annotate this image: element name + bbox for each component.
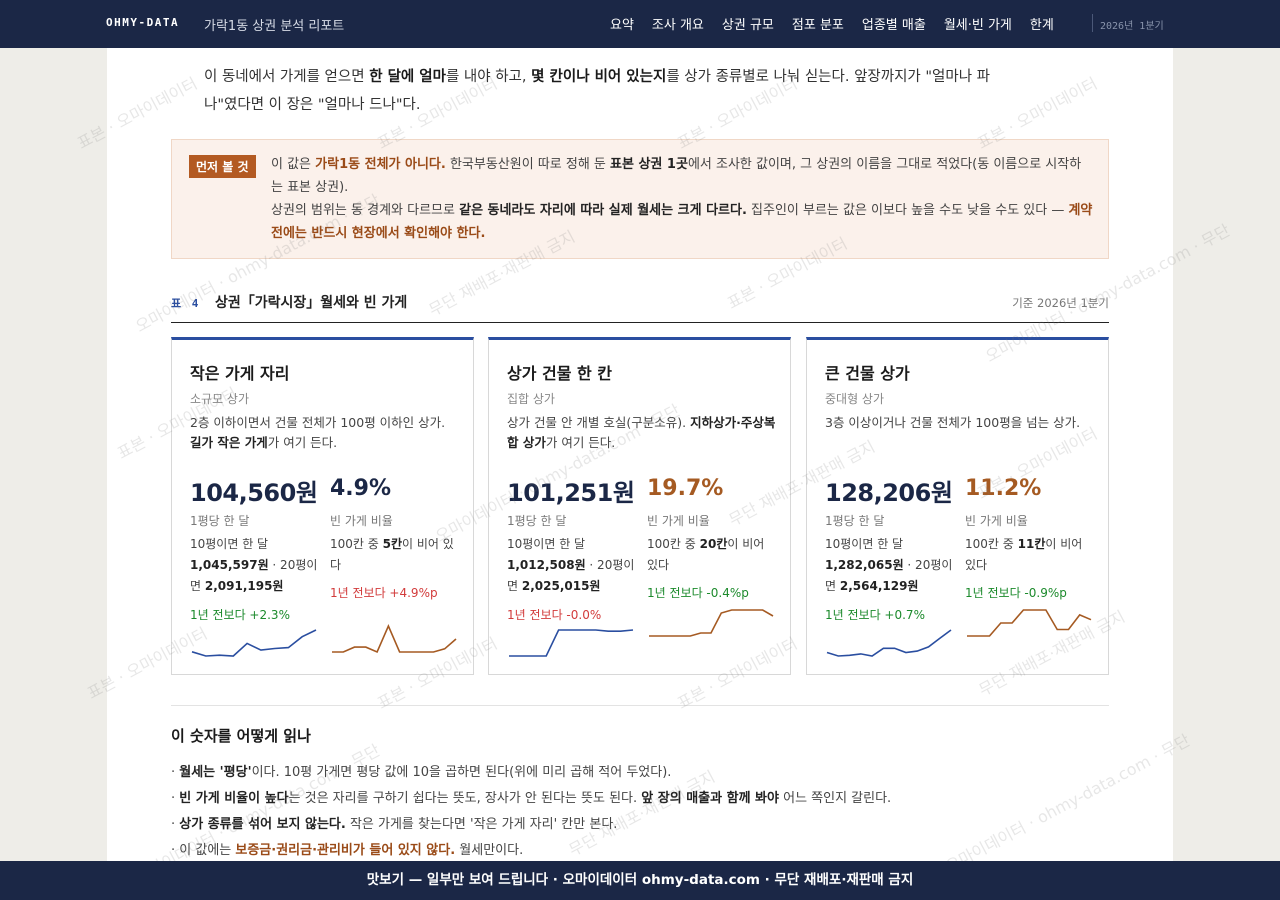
howto-item: · 이 값에는 보증금·권리금·관리비가 들어 있지 않다. 월세만이다.	[171, 843, 524, 858]
vacancy-detail: 100칸 중 11칸이 비어 있다	[965, 537, 1083, 572]
card-title: 큰 건물 상가	[825, 364, 910, 383]
nav-period: 2026년 1분기	[1100, 21, 1164, 32]
vacancy-rate: 4.9%	[330, 476, 392, 501]
card-small-store: 작은 가게 자리 소규모 상가 2층 이하이면서 건물 전체가 100평 이하인…	[171, 337, 474, 675]
howto-item: · 상가 종류를 섞어 보지 않는다. 작은 가게를 찾는다면 '작은 가게 자…	[171, 817, 618, 832]
rent-per-pyeong: 128,206원	[825, 479, 953, 507]
rent-per-pyeong: 101,251원	[507, 479, 635, 507]
card-subtitle: 소규모 상가	[190, 392, 250, 406]
nav-store-distribution[interactable]: 점포 분포	[791, 18, 844, 33]
card-large-store: 큰 건물 상가 중대형 상가 3층 이상이거나 건물 전체가 100평을 넘는 …	[806, 337, 1109, 675]
vacancy-sparkline	[649, 609, 774, 637]
vacancy-rate: 11.2%	[965, 476, 1042, 501]
rent-detail: 10평이면 한 달 1,045,597원 · 20평이면 2,091,195원	[190, 537, 318, 593]
nav-market-size[interactable]: 상권 규모	[721, 18, 774, 33]
vacancy-detail: 100칸 중 20칸이 비어 있다	[647, 537, 765, 572]
report-title: 가락1동 상권 분석 리포트	[204, 19, 345, 34]
notice-text: 이 값은 가락1동 전체가 아니다. 한국부동산원이 따로 정해 둔 표본 상권…	[271, 157, 1093, 241]
vacancy-change: 1년 전보다 -0.4%p	[647, 586, 749, 600]
card-description: 3층 이상이거나 건물 전체가 100평을 넘는 상가.	[825, 415, 1081, 430]
brand-logo[interactable]: OHMY-DATA	[106, 16, 180, 29]
vacancy-trend-line	[332, 623, 457, 654]
nav-limitations[interactable]: 한계	[1029, 18, 1054, 33]
table-basis: 기준 2026년 1분기	[1012, 296, 1109, 310]
rent-trend-line	[191, 629, 317, 657]
table-number: 표 4	[171, 297, 201, 310]
card-collective-store: 상가 건물 한 칸 집합 상가 상가 건물 안 개별 호실(구분소유). 지하상…	[488, 337, 791, 675]
vacancy-label: 빈 가게 비율	[330, 514, 393, 528]
intro-paragraph: 이 동네에서 가게를 얻으면 한 달에 얼마를 내야 하고, 몇 칸이나 비어 …	[204, 69, 991, 113]
card-description: 상가 건물 안 개별 호실(구분소유). 지하상가·주상복합 상가가 여기 든다…	[507, 415, 776, 450]
rent-per-pyeong: 104,560원	[190, 479, 318, 507]
card-subtitle: 중대형 상가	[825, 392, 885, 406]
rent-sparkline	[509, 629, 634, 657]
rent-label: 1평당 한 달	[190, 514, 250, 528]
vacancy-label: 빈 가게 비율	[965, 514, 1028, 528]
preview-footer-banner: 맛보기 — 일부만 보여 드립니다 · 오마이데이터 ohmy-data.com…	[0, 861, 1280, 900]
card-description: 2층 이하이면서 건물 전체가 100평 이하인 상가. 길가 작은 가게가 여…	[190, 415, 446, 450]
table-title: 상권「가락시장」월세와 빈 가게	[215, 295, 408, 311]
vacancy-detail: 100칸 중 5칸이 비어 있다	[330, 537, 454, 572]
notice-box: 먼저 볼 것 이 값은 가락1동 전체가 아니다. 한국부동산원이 따로 정해 …	[171, 139, 1109, 259]
nav-divider	[1092, 14, 1093, 32]
rent-change: 1년 전보다 +0.7%	[825, 608, 925, 622]
rent-label: 1평당 한 달	[825, 514, 885, 528]
rent-change: 1년 전보다 -0.0%	[507, 608, 602, 622]
card-subtitle: 집합 상가	[507, 392, 555, 406]
howto-item: · 빈 가게 비율이 높다는 것은 자리를 구하기 쉽다는 뜻도, 장사가 안 …	[171, 791, 892, 806]
section-divider	[171, 705, 1109, 706]
table-header: 표 4 상권「가락시장」월세와 빈 가게 기준 2026년 1분기	[171, 290, 1109, 323]
vacancy-change: 1년 전보다 -0.9%p	[965, 586, 1067, 600]
notice-badge: 먼저 볼 것	[189, 155, 256, 178]
card-title: 작은 가게 자리	[190, 364, 290, 383]
nav-sales-by-industry[interactable]: 업종별 매출	[861, 18, 926, 33]
vacancy-trend-line	[649, 609, 774, 637]
vacancy-sparkline	[332, 623, 457, 654]
rent-detail: 10평이면 한 달 1,012,508원 · 20평이면 2,025,015원	[507, 537, 635, 593]
vacancy-rate: 19.7%	[647, 476, 724, 501]
rent-detail: 10평이면 한 달 1,282,065원 · 20평이면 2,564,129원	[825, 537, 953, 593]
card-title: 상가 건물 한 칸	[507, 364, 613, 383]
section-nav: 요약 조사 개요 상권 규모 점포 분포 업종별 매출 월세·빈 가게 한계	[610, 14, 1072, 33]
rent-label: 1평당 한 달	[507, 514, 567, 528]
vacancy-trend-line	[967, 609, 1092, 637]
rent-trend-line	[509, 629, 634, 657]
rent-trend-line	[826, 629, 952, 657]
rent-sparkline	[191, 629, 317, 657]
nav-rent-vacancy[interactable]: 월세·빈 가게	[943, 18, 1012, 33]
howto-title: 이 숫자를 어떻게 읽나	[171, 727, 311, 745]
howto-list: · 월세는 '평당'이다. 10평 가게면 평당 값에 10을 곱하면 된다(위…	[171, 760, 1071, 864]
rent-change: 1년 전보다 +2.3%	[190, 608, 290, 622]
rent-sparkline	[826, 629, 952, 657]
vacancy-sparkline	[967, 609, 1092, 637]
nav-summary[interactable]: 요약	[610, 18, 634, 33]
nav-survey-overview[interactable]: 조사 개요	[651, 18, 704, 33]
top-navigation-bar: OHMY-DATA 가락1동 상권 분석 리포트 요약 조사 개요 상권 규모 …	[0, 0, 1280, 48]
howto-item: · 월세는 '평당'이다. 10평 가게면 평당 값에 10을 곱하면 된다(위…	[171, 765, 672, 780]
vacancy-label: 빈 가게 비율	[647, 514, 710, 528]
vacancy-change: 1년 전보다 +4.9%p	[330, 586, 438, 600]
